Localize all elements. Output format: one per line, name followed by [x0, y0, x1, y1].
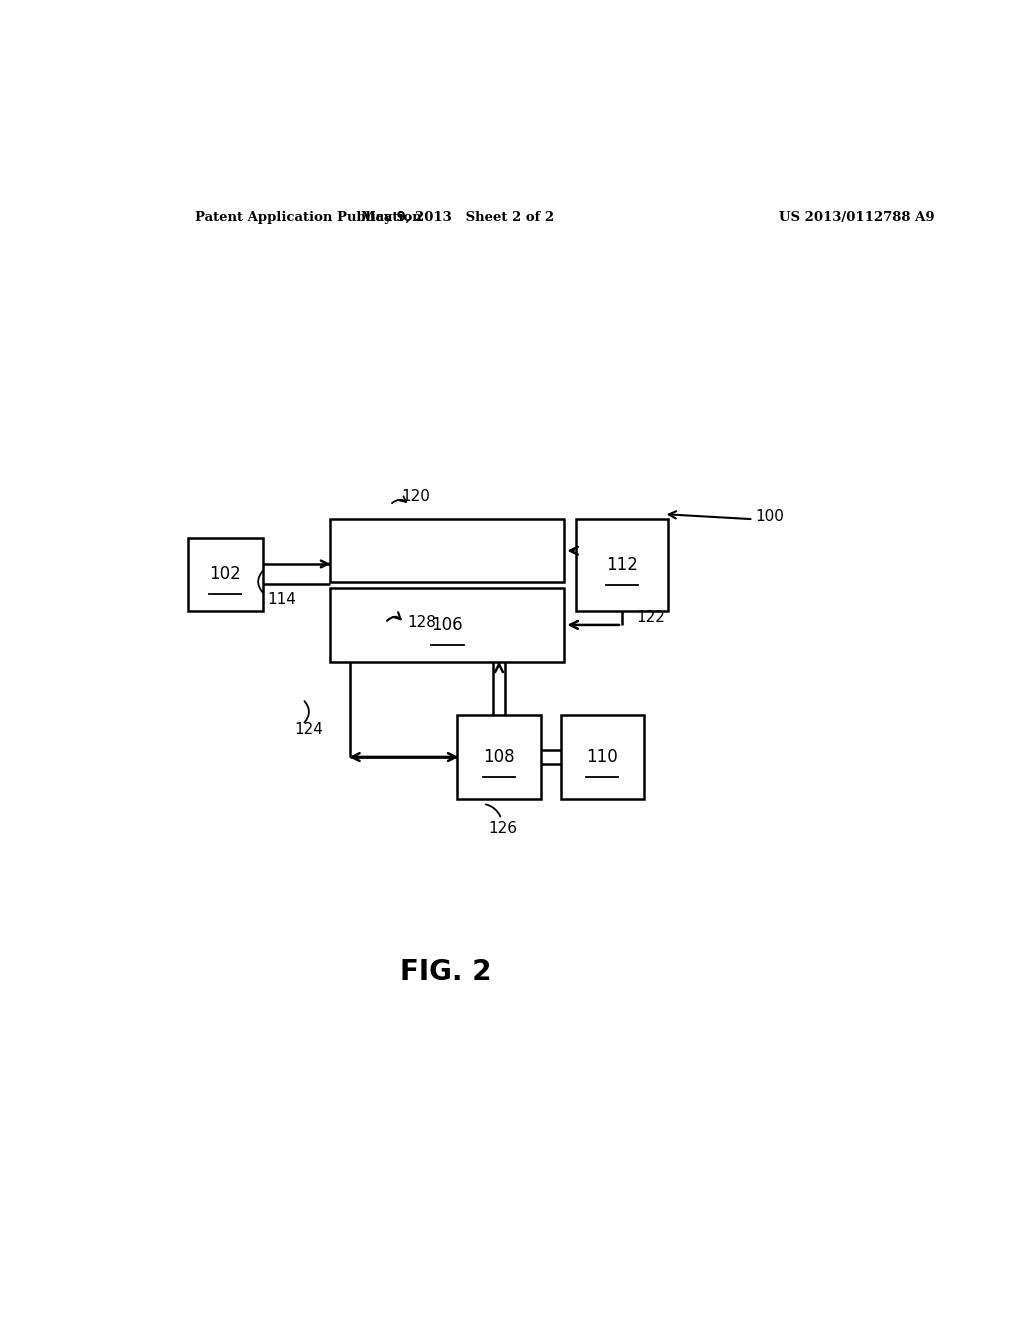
Bar [458, 715, 541, 799]
Text: 122: 122 [636, 610, 666, 626]
Text: Patent Application Publication: Patent Application Publication [196, 211, 422, 224]
Text: 108: 108 [483, 748, 515, 766]
Text: 110: 110 [587, 748, 618, 766]
Text: 124: 124 [295, 722, 324, 737]
Text: 114: 114 [267, 591, 296, 607]
Bar [187, 537, 263, 611]
Bar [560, 715, 644, 799]
Bar [577, 519, 668, 611]
Text: 106: 106 [431, 616, 463, 634]
Text: 102: 102 [209, 565, 241, 583]
Bar [331, 589, 564, 661]
Text: May 9, 2013   Sheet 2 of 2: May 9, 2013 Sheet 2 of 2 [360, 211, 554, 224]
Text: FIG. 2: FIG. 2 [399, 957, 492, 986]
Text: 128: 128 [408, 615, 436, 631]
Text: 112: 112 [606, 556, 638, 574]
Text: 126: 126 [488, 821, 517, 836]
Text: 120: 120 [401, 488, 431, 504]
Text: US 2013/0112788 A9: US 2013/0112788 A9 [778, 211, 934, 224]
Text: 100: 100 [755, 508, 783, 524]
Bar [331, 519, 564, 582]
